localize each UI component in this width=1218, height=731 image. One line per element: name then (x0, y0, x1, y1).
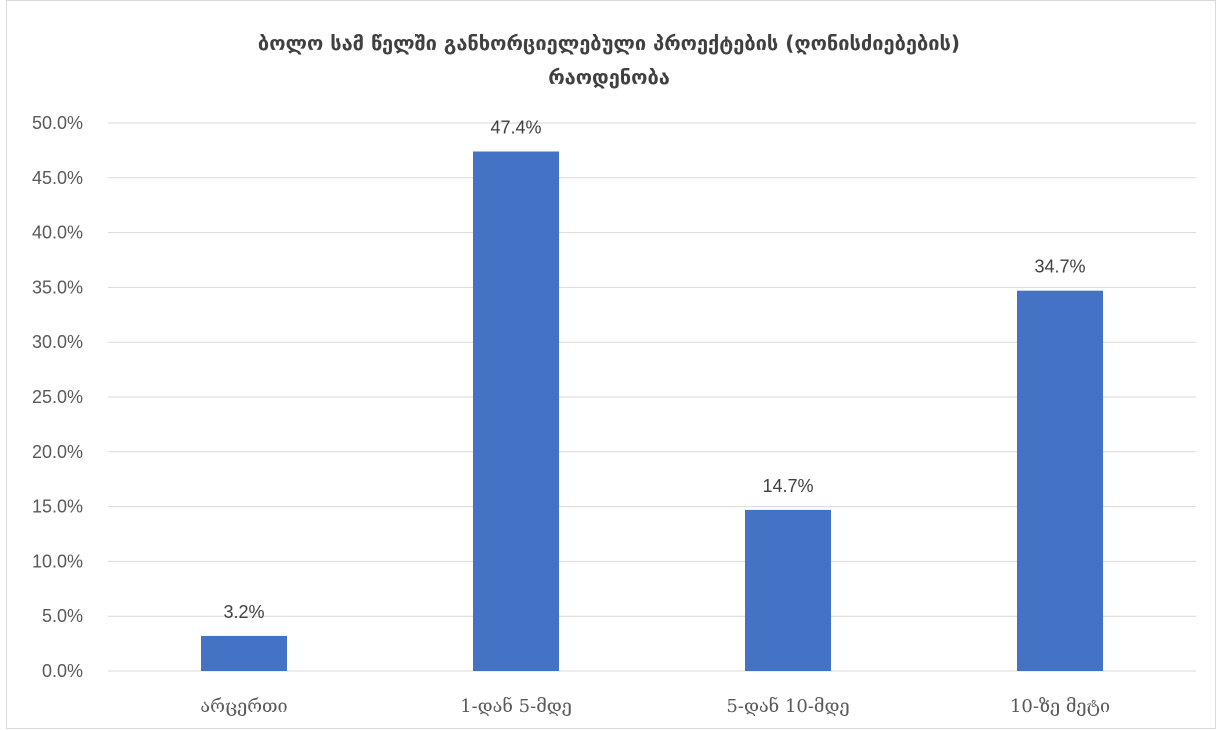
bars (201, 151, 1103, 672)
y-tick-label: 10.0% (32, 551, 83, 571)
y-tick-label: 45.0% (32, 168, 83, 188)
y-tick-label: 0.0% (42, 661, 83, 681)
chart-frame (6, 0, 1216, 729)
y-tick-label: 50.0% (32, 113, 83, 133)
x-tick-label: 5-დან 10-მდე (726, 695, 849, 717)
data-label: 47.4% (490, 117, 541, 137)
data-label: 14.7% (762, 476, 813, 496)
y-tick-label: 35.0% (32, 277, 83, 297)
data-label: 3.2% (223, 602, 264, 622)
chart-title-line-2: რაოდენობა (548, 65, 670, 89)
chart-title: ბოლო სამ წელში განხორციელებული პროექტები… (0, 26, 1218, 94)
y-tick-label: 30.0% (32, 332, 83, 352)
y-axis-ticks: 0.0% 5.0% 10.0% 15.0% 20.0% 25.0% 30.0% 35.0% 40… (32, 113, 83, 681)
y-tick-label: 20.0% (32, 442, 83, 462)
bar (745, 509, 831, 671)
y-tick-label: 5.0% (42, 606, 83, 626)
y-tick-label: 25.0% (32, 387, 83, 407)
bar (201, 635, 287, 671)
chart-title-line-1: ბოლო სამ წელში განხორციელებული პროექტები… (257, 31, 961, 55)
data-label: 34.7% (1034, 257, 1085, 277)
bar (1017, 290, 1103, 671)
y-tick-label: 15.0% (32, 497, 83, 517)
x-tick-label: არცერთი (200, 696, 287, 717)
x-axis-labels: არცერთი 1-დან 5-მდე 5-დან 10-მდე 10-ზე მეტი (200, 695, 1110, 717)
y-tick-label: 40.0% (32, 223, 83, 243)
gridlines (108, 122, 1196, 672)
bar (473, 151, 559, 672)
x-tick-label: 1-დან 5-მდე (460, 695, 572, 717)
data-labels: 3.2% 47.4% 14.7% 34.7% (223, 117, 1085, 621)
x-tick-label: 10-ზე მეტი (1010, 696, 1110, 717)
